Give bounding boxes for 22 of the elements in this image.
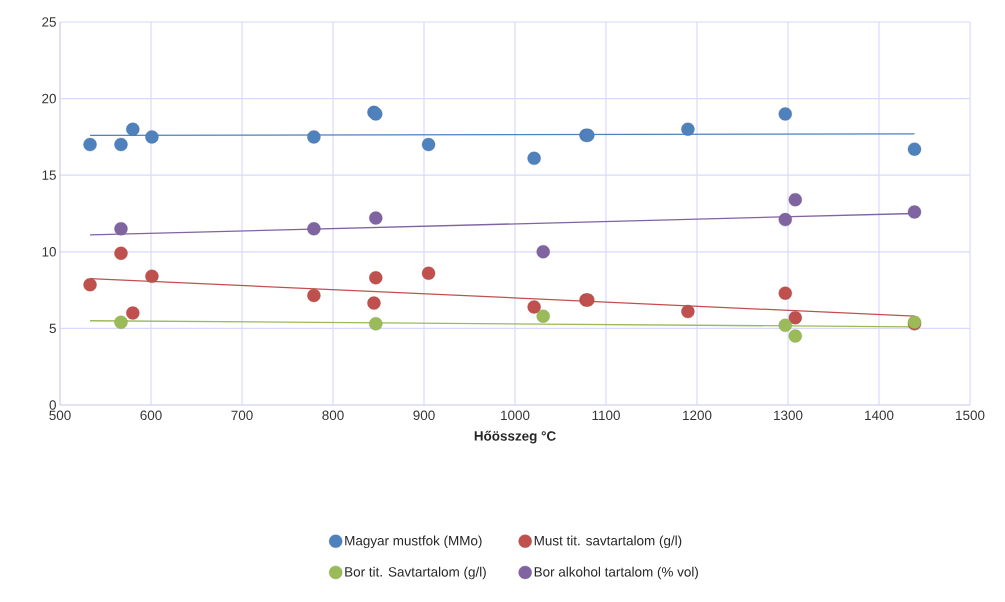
x-tick-label: 800 xyxy=(322,410,344,421)
legend-label: Magyar mustfok (MMo) xyxy=(345,535,482,549)
y-tick-label: 0 xyxy=(49,400,56,410)
legend-label: Bor alkohol tartalom (% vol) xyxy=(534,566,698,580)
x-tick-label: 600 xyxy=(140,410,162,421)
x-tick-label: 1300 xyxy=(774,410,803,421)
x-tick-label: 500 xyxy=(49,410,71,421)
x-tick-label: 1100 xyxy=(592,410,620,421)
x-tick-label: 700 xyxy=(231,410,253,421)
y-tick-label: 20 xyxy=(42,93,56,104)
legend-label: Must tit. savtartalom (g/l) xyxy=(534,535,682,549)
y-tick-label: 5 xyxy=(49,323,56,334)
x-tick-label: 1500 xyxy=(956,410,985,421)
y-tick-label: 10 xyxy=(42,247,56,257)
x-tick-label: 1400 xyxy=(865,410,894,421)
x-axis-title: Hőösszeg °C xyxy=(474,430,556,444)
y-tick-label: 15 xyxy=(42,170,56,180)
legend-label: Bor tit. Savtartalom (g/l) xyxy=(345,566,486,580)
y-tick-label: 25 xyxy=(42,17,56,27)
x-tick-label: 900 xyxy=(413,410,435,421)
x-tick-label: 1200 xyxy=(683,410,712,421)
x-tick-label: 1000 xyxy=(501,410,530,421)
